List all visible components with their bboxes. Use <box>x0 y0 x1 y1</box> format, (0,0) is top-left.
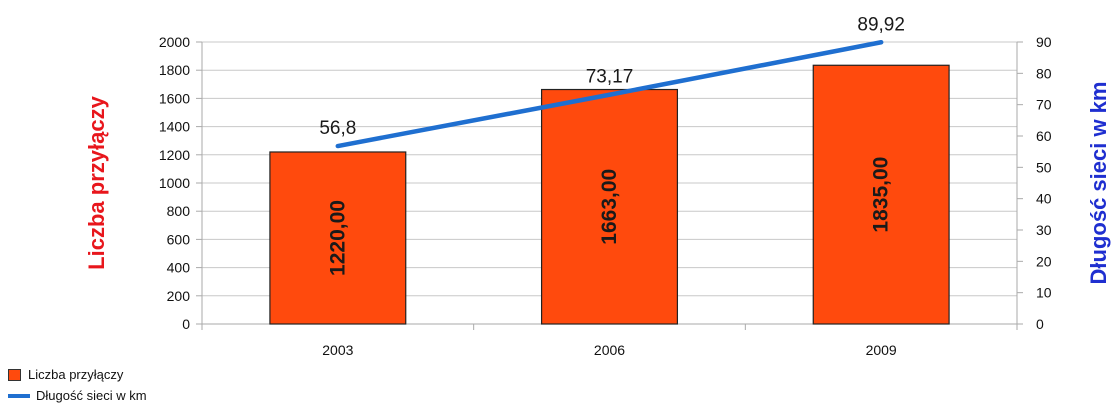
line-point <box>879 40 884 45</box>
y-left-tick-label: 200 <box>167 288 191 304</box>
y-right-tick-label: 70 <box>1036 97 1052 113</box>
y-right-tick-label: 60 <box>1036 128 1052 144</box>
bar-data-label: 1835,00 <box>870 157 893 233</box>
y-axis-right-label: Długość sieci w km <box>1086 82 1111 285</box>
y-left-tick-label: 0 <box>182 316 190 332</box>
legend-line-swatch <box>8 393 30 398</box>
line-data-label: 89,92 <box>857 14 905 35</box>
tick-labels: 0 200 400 600 800 1000 1200 1400 1600 1800 2000 0 10… <box>159 34 1052 358</box>
line-data-label: 73,17 <box>586 67 634 88</box>
legend-label-bars: Liczba przyłączy <box>28 367 124 382</box>
legend: Liczba przyłączy Długość sieci w km <box>8 364 147 406</box>
bar <box>540 88 679 325</box>
bar-series <box>269 64 950 325</box>
y-left-tick-label: 400 <box>167 260 191 276</box>
y-right-tick-label: 0 <box>1036 316 1044 332</box>
y-left-tick-label: 1800 <box>159 62 190 78</box>
y-right-tick-label: 90 <box>1036 34 1052 50</box>
line-data-label: 56,8 <box>319 118 356 139</box>
legend-bar-swatch <box>8 368 21 381</box>
bar <box>269 151 407 325</box>
y-left-tick-label: 600 <box>167 231 191 247</box>
line-series <box>335 40 884 149</box>
line-point <box>607 92 612 97</box>
y-left-tick-label: 800 <box>167 203 191 219</box>
bar-data-label: 1220,00 <box>326 200 349 276</box>
y-right-tick-label: 50 <box>1036 159 1052 175</box>
legend-item-bars: Liczba przyłączy <box>8 364 147 385</box>
y-left-tick-label: 1000 <box>159 175 190 191</box>
y-axis-left-label: Liczba przyłączy <box>84 95 109 269</box>
y-right-tick-label: 20 <box>1036 253 1052 269</box>
y-left-tick-label: 1600 <box>159 90 190 106</box>
x-tick-label: 2003 <box>322 342 353 358</box>
y-right-tick-label: 80 <box>1036 65 1052 81</box>
x-tick-label: 2006 <box>594 342 625 358</box>
legend-label-line: Długość sieci w km <box>36 388 147 403</box>
y-left-tick-label: 2000 <box>159 34 190 50</box>
legend-item-line: Długość sieci w km <box>8 385 147 406</box>
bar-data-label: 1663,00 <box>598 169 621 245</box>
bar <box>812 64 950 325</box>
x-tick-label: 2009 <box>866 342 897 358</box>
data-labels: 1220,00 1663,00 1835,00 56,8 73,17 89,92 <box>319 14 905 276</box>
line-point <box>335 144 340 149</box>
y-right-tick-label: 30 <box>1036 222 1052 238</box>
y-left-tick-label: 1200 <box>159 147 190 163</box>
y-left-tick-label: 1400 <box>159 119 190 135</box>
y-right-tick-label: 10 <box>1036 285 1052 301</box>
y-right-tick-label: 40 <box>1036 191 1052 207</box>
